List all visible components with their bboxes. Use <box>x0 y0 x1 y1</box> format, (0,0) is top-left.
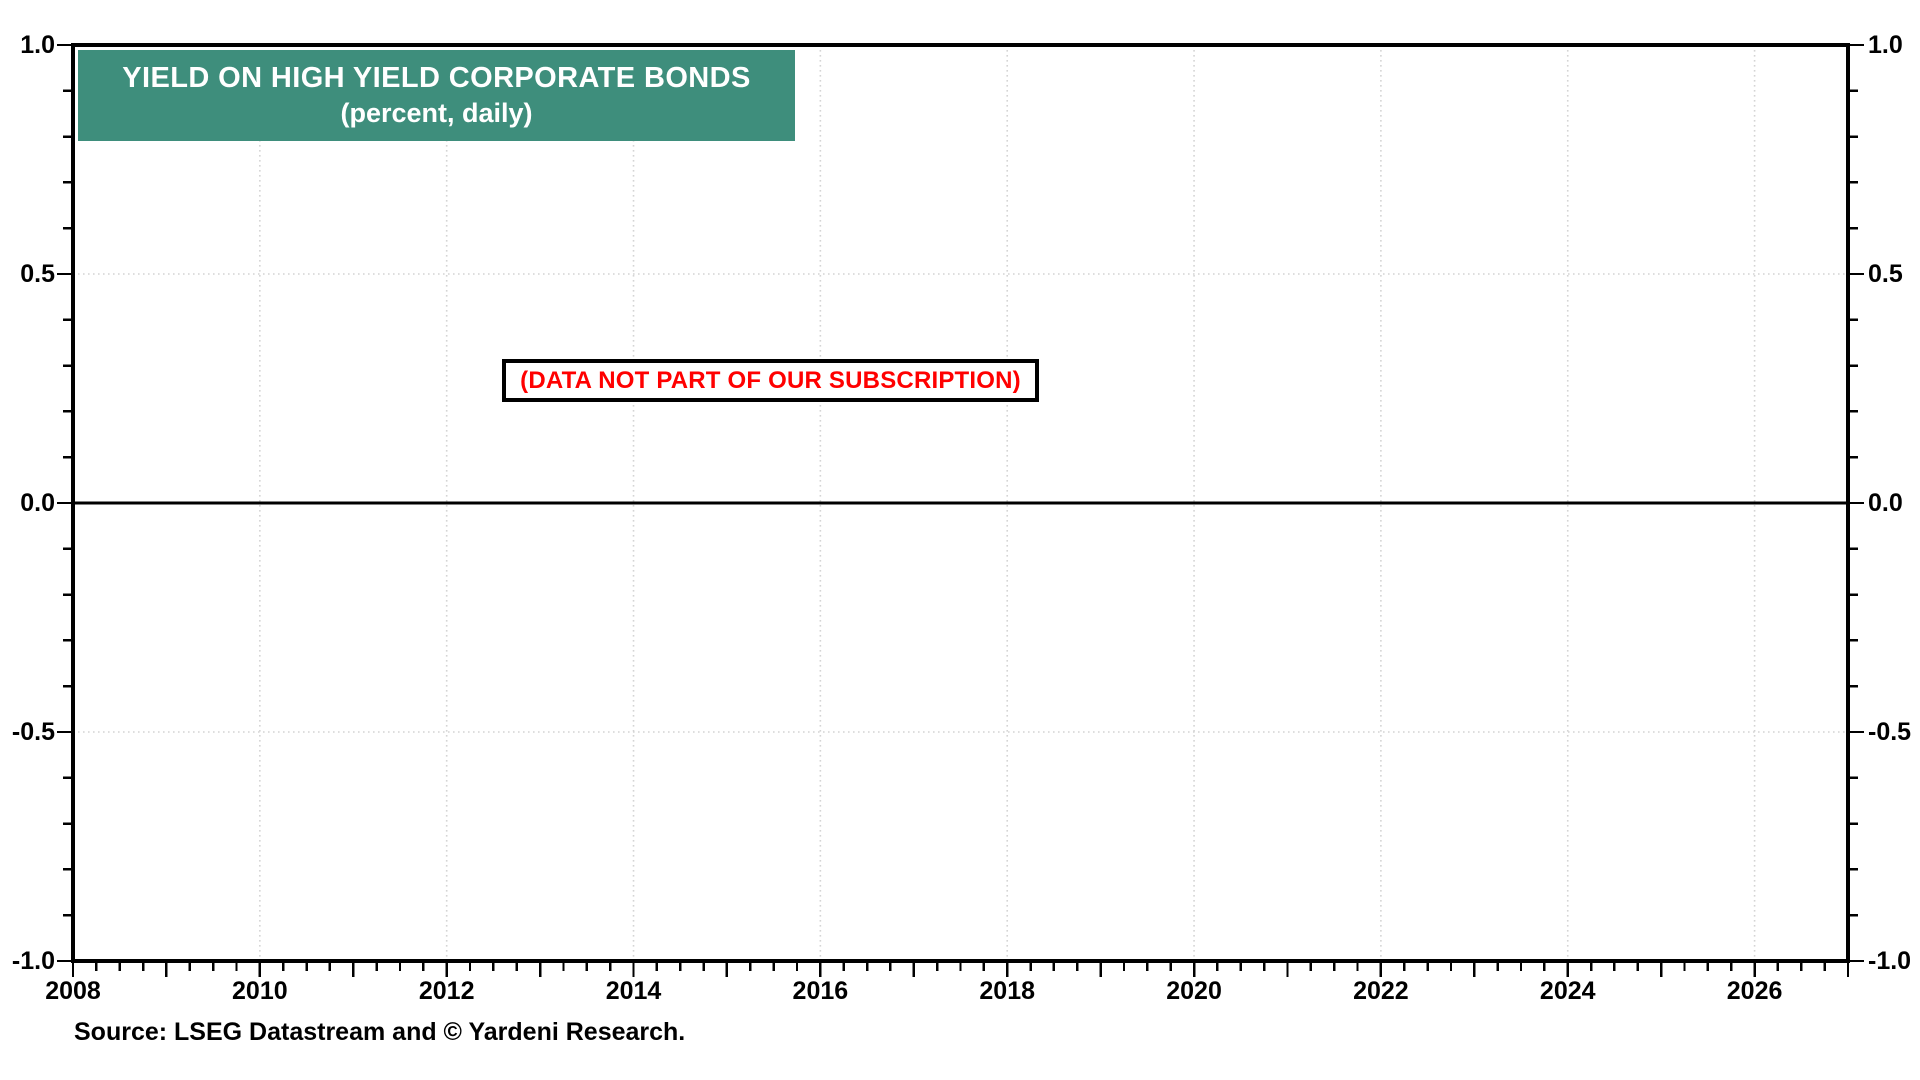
chart-title: YIELD ON HIGH YIELD CORPORATE BONDS <box>122 62 751 94</box>
x-axis-tick-label: 2020 <box>1166 977 1222 1005</box>
y-axis-tick-label-left: -0.5 <box>11 718 55 746</box>
y-axis-tick-label-right: 0.0 <box>1868 489 1903 517</box>
y-axis-tick-label-right: 1.0 <box>1868 31 1903 59</box>
y-axis-tick-label-left: 1.0 <box>20 31 55 59</box>
y-axis-tick-label-right: -1.0 <box>1868 947 1912 975</box>
x-axis-tick-label: 2022 <box>1353 977 1409 1005</box>
y-axis-tick-label-left: 0.0 <box>20 489 55 517</box>
x-axis-tick-label: 2012 <box>418 977 475 1005</box>
x-axis-tick-label: 2010 <box>232 977 288 1005</box>
x-axis-tick-label: 2014 <box>605 977 662 1005</box>
x-axis-tick-label: 2016 <box>792 977 849 1005</box>
x-axis-tick-label: 2026 <box>1726 977 1783 1005</box>
x-axis-tick-label: 2008 <box>45 977 101 1005</box>
y-axis-tick-label-right: 0.5 <box>1868 260 1903 288</box>
y-axis-tick-label-left: 0.5 <box>20 260 55 288</box>
x-axis-tick-label: 2018 <box>979 977 1036 1005</box>
annotation-text: (DATA NOT PART OF OUR SUBSCRIPTION) <box>520 366 1021 394</box>
chart-title-box: YIELD ON HIGH YIELD CORPORATE BONDS (per… <box>78 50 795 141</box>
x-axis-tick-label: 2024 <box>1539 977 1596 1005</box>
y-axis-tick-label-left: -1.0 <box>11 947 55 975</box>
annotation-box: (DATA NOT PART OF OUR SUBSCRIPTION) <box>502 359 1039 402</box>
y-axis-tick-label-right: -0.5 <box>1868 718 1912 746</box>
chart-subtitle: (percent, daily) <box>340 98 533 128</box>
source-attribution: Source: LSEG Datastream and © Yardeni Re… <box>74 1018 686 1046</box>
